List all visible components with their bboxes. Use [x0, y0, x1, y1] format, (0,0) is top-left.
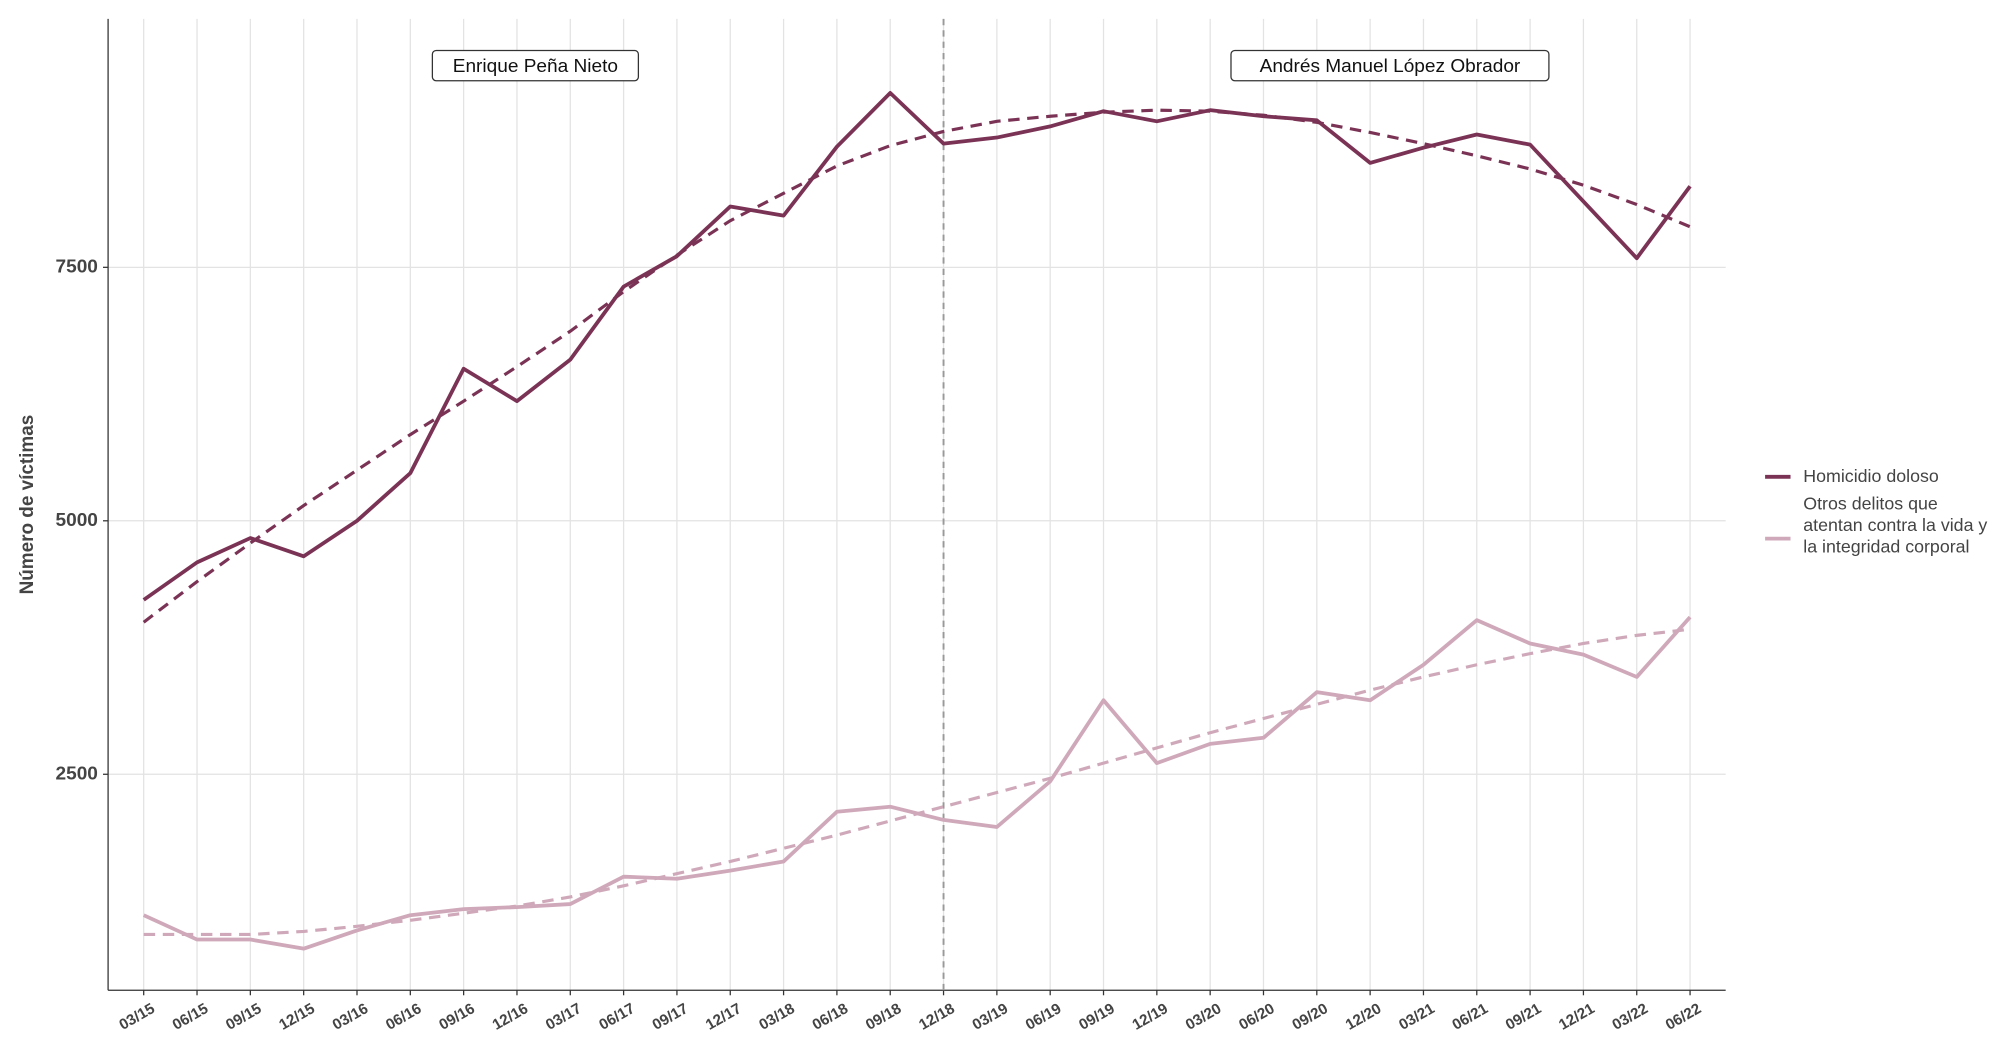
annotation-box [1230, 49, 1550, 82]
x-tick-label: 06/22 [1663, 1000, 1705, 1034]
x-tick-label: 12/17 [703, 1000, 745, 1034]
y-axis-label: Número de víctimas [17, 415, 38, 595]
x-tick-label: 12/16 [490, 1000, 532, 1034]
x-tick-label: 03/20 [1183, 1000, 1225, 1034]
series-line [142, 615, 1692, 951]
x-tick-label: 06/20 [1236, 1000, 1278, 1034]
trend-line [142, 108, 1691, 624]
x-tick-label: 06/17 [596, 1000, 638, 1034]
x-tick-label: 09/16 [436, 1000, 478, 1034]
legend-entry: Homicidio doloso [1803, 465, 1939, 486]
x-tick-label: 09/19 [1076, 1000, 1118, 1034]
x-tick-label: 12/18 [916, 1000, 958, 1034]
x-tick-label: 09/21 [1503, 1000, 1545, 1034]
annotation: Andrés Manuel López Obrador [1230, 49, 1550, 82]
x-tick-label: 12/19 [1129, 1000, 1171, 1034]
x-tick-label: 03/16 [330, 1000, 372, 1034]
legend-entry: Otros delitos que atentan contra la vida… [1803, 493, 1988, 557]
grid: 2500 5000 7500 03/15 06/15 09/15 12/15 03/16 06/… [56, 18, 1726, 1034]
legend-label: Otros delitos que atentan contra la vida… [1803, 493, 1988, 557]
x-tick-label: 12/15 [276, 1000, 318, 1034]
annotation: Enrique Peña Nieto [431, 49, 640, 82]
series-line [142, 91, 1692, 602]
x-tick-label: 09/17 [650, 1000, 692, 1034]
x-tick-label: 09/20 [1289, 1000, 1331, 1034]
x-tick-label: 03/15 [116, 1000, 158, 1034]
x-tick-label: 09/18 [863, 1000, 905, 1034]
legend-label: Homicidio doloso [1803, 465, 1939, 486]
legend: Homicidio doloso Otros delitos que atenta… [1765, 465, 1988, 557]
x-tick-label: 03/18 [756, 1000, 798, 1034]
x-tick-label: 06/19 [1023, 1000, 1065, 1034]
marks [142, 91, 1692, 951]
x-tick-label: 12/21 [1556, 1000, 1598, 1034]
x-tick-label: 12/20 [1343, 1000, 1385, 1034]
x-tick-label: 09/15 [223, 1000, 265, 1034]
x-tick-label: 03/17 [543, 1000, 585, 1034]
trend-line [143, 627, 1691, 937]
y-tick-label: 5000 [56, 510, 98, 531]
annotation-text: Enrique Peña Nieto [453, 56, 618, 77]
y-tick-label: 7500 [56, 256, 98, 277]
x-tick-label: 06/18 [810, 1000, 852, 1034]
x-tick-label: 03/21 [1396, 1000, 1438, 1034]
x-tick-label: 03/19 [969, 1000, 1011, 1034]
x-tick-label: 03/22 [1609, 1000, 1651, 1034]
x-tick-label: 06/21 [1449, 1000, 1491, 1034]
annotation-box [431, 49, 640, 82]
y-tick-label: 2500 [56, 763, 98, 784]
x-tick-label: 06/16 [383, 1000, 425, 1034]
x-tick-label: 06/15 [170, 1000, 212, 1034]
annotation-text: Andrés Manuel López Obrador [1260, 56, 1521, 77]
